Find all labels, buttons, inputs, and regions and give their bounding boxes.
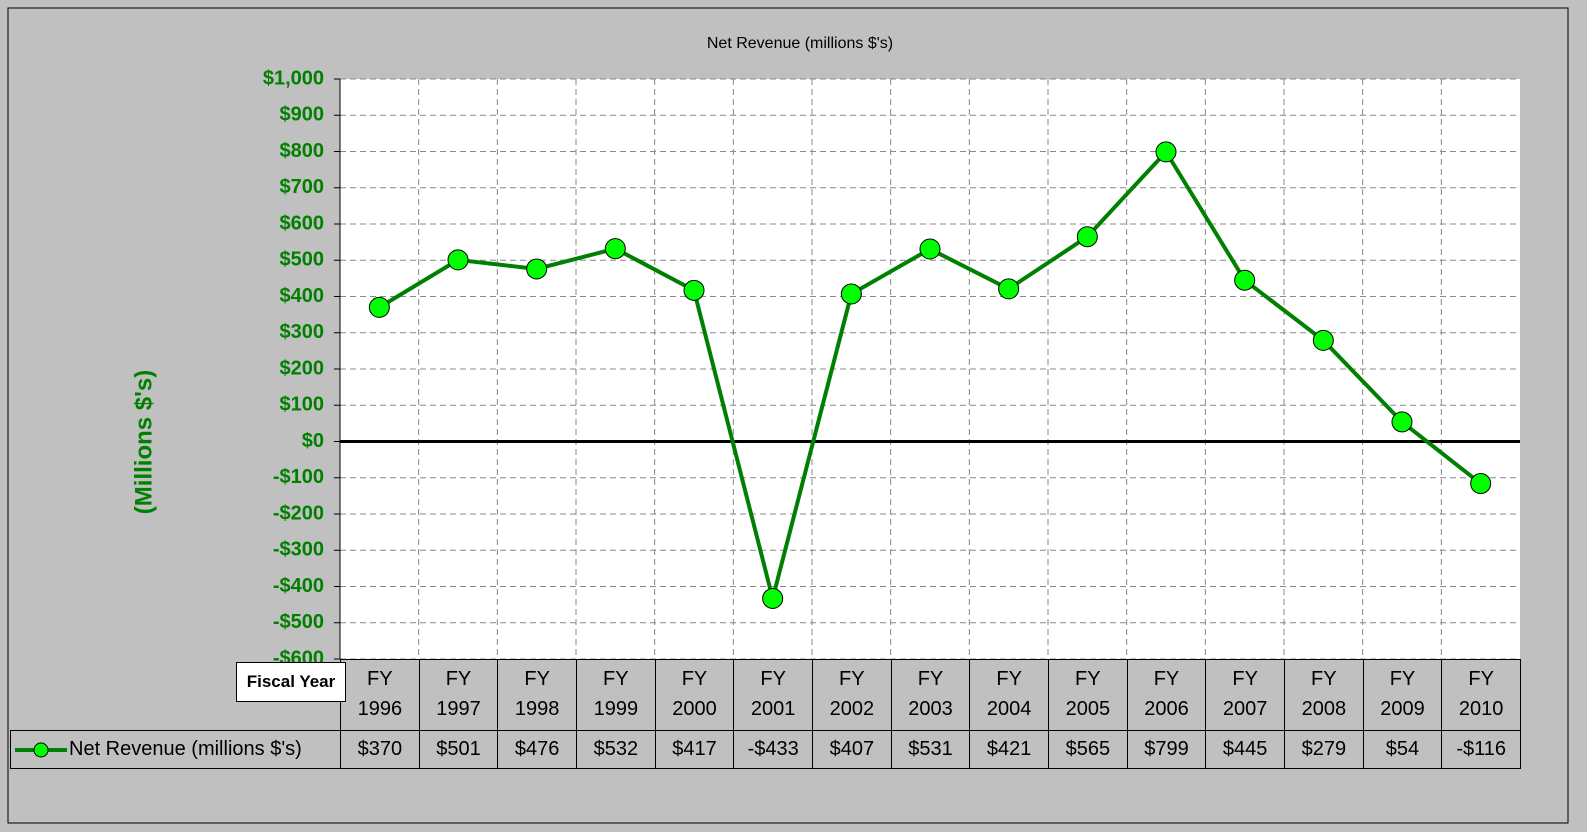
category-cell: FY 2005 <box>1048 659 1128 731</box>
marker <box>1391 411 1413 433</box>
category-cell: FY 2007 <box>1205 659 1285 731</box>
category-cell: FY 1996 <box>340 659 420 731</box>
marker <box>1155 141 1177 163</box>
marker <box>526 258 548 280</box>
y-tick-label: $200 <box>280 357 325 379</box>
value-cell: $531 <box>890 730 971 769</box>
marker <box>1470 473 1492 495</box>
y-tick-label: -$100 <box>273 466 324 488</box>
y-tick-label: -$500 <box>273 611 324 633</box>
y-tick-label: $400 <box>280 285 325 307</box>
y-tick-label: -$200 <box>273 502 324 524</box>
category-cell: FY 2001 <box>733 659 813 731</box>
marker <box>447 249 469 271</box>
marker <box>368 296 390 318</box>
marker <box>683 279 705 301</box>
legend-marker <box>33 742 49 758</box>
marker <box>919 238 941 260</box>
value-cell: $417 <box>654 730 735 769</box>
y-axis-label: (Millions $'s) <box>130 370 157 514</box>
y-tick-label: $900 <box>280 104 325 126</box>
category-cell: FY 1997 <box>418 659 499 731</box>
category-cell: FY 2000 <box>654 659 735 731</box>
marker <box>840 283 862 305</box>
value-cell: $54 <box>1362 730 1443 769</box>
y-tick-label: -$300 <box>273 539 324 561</box>
category-cell: FY 1998 <box>497 659 577 731</box>
category-cell: FY 2003 <box>890 659 971 731</box>
category-cell: FY 2004 <box>969 659 1049 731</box>
legend-label: Net Revenue (millions $'s) <box>69 738 302 760</box>
y-tick-label: $700 <box>280 176 325 198</box>
value-cell: $445 <box>1205 730 1285 769</box>
legend-swatch <box>15 742 67 758</box>
marker <box>998 278 1020 300</box>
y-tick-label: -$400 <box>273 575 324 597</box>
y-tick-label: $1,000 <box>263 67 324 89</box>
table-header: Fiscal Year <box>236 662 346 702</box>
value-cell: $501 <box>418 730 499 769</box>
category-cell: FY 2006 <box>1126 659 1207 731</box>
chart-border <box>7 7 1569 824</box>
category-cell: FY 1999 <box>576 659 656 731</box>
y-tick-label: $600 <box>280 212 325 234</box>
value-cell: $799 <box>1126 730 1207 769</box>
value-cell: $279 <box>1284 730 1364 769</box>
y-tick-label: $0 <box>302 430 324 452</box>
category-cell: FY 2009 <box>1362 659 1443 731</box>
marker <box>1234 269 1256 291</box>
chart-title: Net Revenue (millions $'s) <box>707 35 893 52</box>
value-cell: -$433 <box>733 730 813 769</box>
value-cell: $370 <box>340 730 420 769</box>
y-tick-label: $800 <box>280 140 325 162</box>
value-cell: $476 <box>497 730 577 769</box>
value-cell: $407 <box>812 730 892 769</box>
marker <box>1076 226 1098 248</box>
marker <box>1312 329 1334 351</box>
value-cell: $565 <box>1048 730 1128 769</box>
marker <box>604 238 626 260</box>
category-cell: FY 2010 <box>1441 659 1521 731</box>
category-cell: FY 2002 <box>812 659 892 731</box>
legend-cell: Net Revenue (millions $'s) <box>10 730 341 769</box>
value-cell: $532 <box>576 730 656 769</box>
value-cell: $421 <box>969 730 1049 769</box>
y-tick-label: $300 <box>280 321 325 343</box>
value-cell: -$116 <box>1441 730 1521 769</box>
marker <box>762 587 784 609</box>
category-cell: FY 2008 <box>1284 659 1364 731</box>
y-tick-label: $100 <box>280 394 325 416</box>
y-tick-label: $500 <box>280 249 325 271</box>
